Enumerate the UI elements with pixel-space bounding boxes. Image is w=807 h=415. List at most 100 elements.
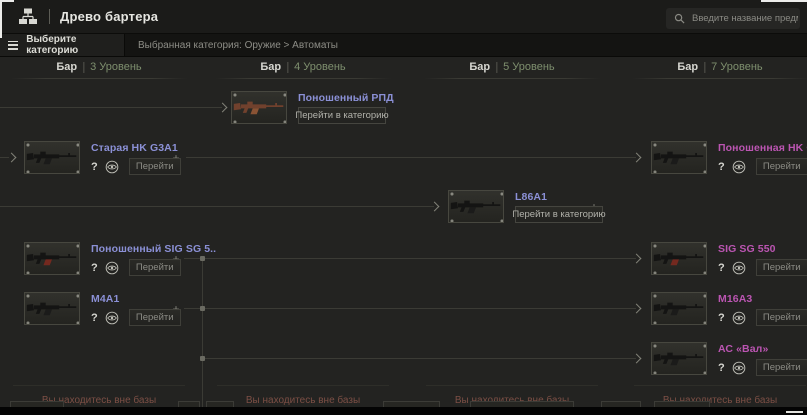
column-level-label: 3 Уровень (90, 61, 142, 73)
item-card-sig-sg-550: SIG SG 550 ? Перейти (651, 242, 807, 276)
item-name: M4A1 (91, 293, 120, 305)
cutoff-card (383, 401, 440, 408)
window-corner-mark (761, 0, 807, 2)
arrow-right-icon (631, 353, 642, 364)
weapon-image[interactable] (24, 242, 80, 275)
help-icon[interactable]: ? (718, 160, 725, 173)
weapon-image[interactable] (651, 242, 707, 275)
go-to-category-button[interactable]: Перейти в категорию (512, 206, 606, 223)
column-trader-name: Бар (677, 61, 699, 73)
eye-icon[interactable] (105, 160, 119, 174)
item-name: Поношенная HK G3A1 (718, 142, 807, 154)
go-button[interactable]: Перейти (128, 309, 181, 326)
weapon-image[interactable] (651, 141, 707, 174)
eye-icon[interactable] (105, 311, 119, 325)
go-to-category-button[interactable]: Перейти в категорию (295, 107, 389, 124)
connector-node (200, 306, 205, 311)
cutoff-card (206, 401, 234, 408)
help-icon[interactable]: ? (91, 311, 98, 324)
eye-icon[interactable] (732, 261, 746, 275)
search-input[interactable] (690, 12, 800, 25)
item-card-m16a3: M16A3 ? Перейти (651, 292, 807, 326)
arrow-right-icon (217, 102, 228, 113)
arrow-right-icon (6, 152, 17, 163)
cutoff-card (470, 401, 574, 408)
help-icon[interactable]: ? (91, 261, 98, 274)
eye-icon[interactable] (732, 361, 746, 375)
item-card-old-hk-g3a1: Старая HK G3A1 ? Перейти (24, 141, 186, 175)
window-corner-mark (0, 0, 2, 38)
column-header-level-3: Бар 3 Уровень (56, 61, 141, 73)
go-button[interactable]: Перейти (755, 359, 807, 376)
category-bar: Выберите категорию Выбранная категория: … (0, 34, 807, 57)
connector-line (184, 308, 636, 309)
header-divider (83, 61, 85, 73)
cutoff-card (178, 401, 200, 408)
item-name: SIG SG 550 (718, 243, 776, 255)
help-icon[interactable]: ? (718, 261, 725, 274)
page-title: Древо бартера (60, 9, 159, 24)
item-card-m4a1: M4A1 ? Перейти (24, 292, 186, 326)
weapon-image[interactable] (24, 141, 80, 174)
item-name: L86A1 (515, 191, 548, 203)
select-category-label: Выберите категорию (26, 34, 79, 56)
column-trader-name: Бар (56, 61, 78, 73)
weapon-image[interactable] (448, 190, 504, 223)
search-icon (674, 13, 685, 24)
status-text: Вы находитесь вне базы (454, 395, 569, 406)
item-card-rpd: Поношенный РПД Перейти в категорию (231, 91, 394, 124)
connector-line (184, 258, 636, 259)
window-corner-mark (0, 0, 14, 2)
arrow-right-icon (631, 303, 642, 314)
item-card-as-val: АС «Вал» ? Перейти (651, 342, 807, 376)
connector-line (202, 358, 636, 359)
column-trader-name: Бар (260, 61, 282, 73)
select-category-button[interactable]: Выберите категорию (0, 34, 125, 56)
outside-base-status: Вы находитесь вне базы (13, 385, 185, 408)
column-header-level-4: Бар 4 Уровень (260, 61, 345, 73)
outside-base-status: Вы находитесь вне базы (426, 385, 598, 408)
weapon-image[interactable] (651, 342, 707, 375)
cutoff-card (654, 401, 710, 408)
column-level-label: 7 Уровень (711, 61, 763, 73)
header-divider (287, 61, 289, 73)
header-underline (215, 78, 391, 79)
barter-tree-icon (19, 8, 37, 24)
menu-icon (8, 40, 19, 50)
connector-line (186, 157, 636, 158)
cutoff-card (10, 401, 64, 408)
connector-line (0, 157, 9, 158)
header-underline (632, 78, 807, 79)
selected-category-label: Выбранная категория: Оружие > Автоматы (138, 39, 338, 51)
column-header-level-7: Бар 7 Уровень (677, 61, 762, 73)
column-level-label: 5 Уровень (503, 61, 555, 73)
item-name: Поношенный РПД (298, 92, 394, 104)
connector-line-vertical (202, 258, 203, 408)
go-button[interactable]: Перейти (128, 158, 181, 175)
title-divider (49, 9, 50, 24)
help-icon[interactable]: ? (718, 361, 725, 374)
header-divider (704, 61, 706, 73)
eye-icon[interactable] (732, 160, 746, 174)
weapon-image[interactable] (231, 91, 287, 124)
search-box (666, 8, 800, 29)
connector-node (200, 356, 205, 361)
scrollbar-thumb[interactable] (786, 411, 803, 413)
go-button[interactable]: Перейти (755, 309, 807, 326)
item-name: АС «Вал» (718, 343, 769, 355)
eye-icon[interactable] (105, 261, 119, 275)
header-underline (424, 78, 600, 79)
go-button[interactable]: Перейти (128, 259, 181, 276)
column-trader-name: Бар (469, 61, 491, 73)
go-button[interactable]: Перейти (755, 158, 807, 175)
weapon-image[interactable] (24, 292, 80, 325)
connector-line (0, 206, 434, 207)
status-text: Вы находитесь вне базы (41, 395, 157, 406)
item-card-worn-hk-g3a1: Поношенная HK G3A1 ? Перейти (651, 141, 807, 175)
eye-icon[interactable] (732, 311, 746, 325)
go-button[interactable]: Перейти (755, 259, 807, 276)
weapon-image[interactable] (651, 292, 707, 325)
status-text: Вы находитесь вне базы (662, 395, 778, 406)
help-icon[interactable]: ? (91, 160, 98, 173)
help-icon[interactable]: ? (718, 311, 725, 324)
